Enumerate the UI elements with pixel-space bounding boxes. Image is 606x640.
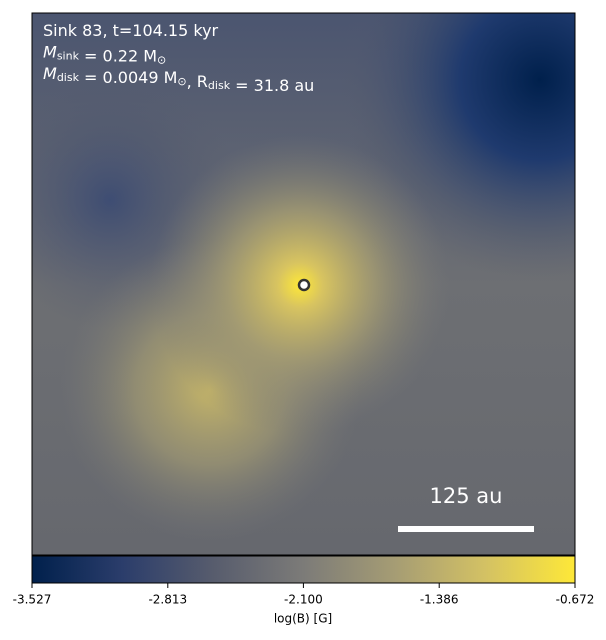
annotation: Msink = 0.22 M⊙: [43, 42, 166, 67]
annotation-text: = 0.0049 M: [79, 68, 177, 87]
tick-label: -1.386: [420, 593, 459, 607]
scale-bar-label: 125 au: [430, 484, 503, 508]
annotation-text: = 31.8 au: [230, 76, 314, 95]
tick-label: -0.672: [556, 593, 595, 607]
subscript: disk: [208, 79, 231, 92]
colorbar: [31, 555, 576, 584]
annotation: Mdisk = 0.0049 M⊙, Rdisk = 31.8 au: [43, 64, 314, 95]
frame: [31, 12, 576, 556]
annotation-text: M: [43, 42, 57, 61]
sink-marker: [297, 278, 311, 292]
colorbar-label: log(B) [G]: [274, 612, 332, 626]
annotation-text: , R: [187, 72, 208, 91]
annotation-text: = 0.22 M: [79, 46, 157, 65]
subscript: ⊙: [177, 75, 186, 88]
subscript: sink: [57, 50, 80, 63]
tick-label: -3.527: [13, 593, 52, 607]
annotation-text: Sink 83, t=104.15 kyr: [43, 21, 219, 40]
tick-label: -2.100: [284, 593, 323, 607]
tick-label: -2.813: [148, 593, 187, 607]
subscript: disk: [57, 71, 80, 84]
subscript: ⊙: [157, 54, 166, 67]
annotation: Sink 83, t=104.15 kyr: [43, 21, 219, 40]
colorbar-ticks: -3.527 -2.813 -2.100 -1.386 -0.672: [13, 583, 595, 607]
scale-bar: [398, 526, 534, 532]
annotation-text: M: [43, 64, 57, 83]
